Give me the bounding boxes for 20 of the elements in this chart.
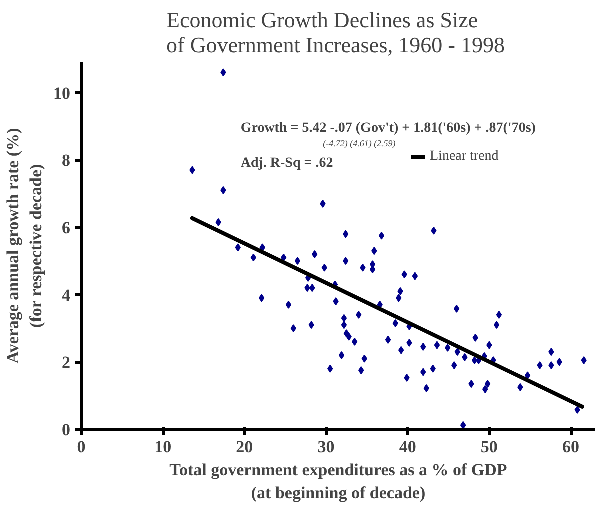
y-tick-label: 0 <box>62 420 70 440</box>
y-tick-label: 6 <box>62 218 70 238</box>
y-tick-label: 4 <box>62 286 71 305</box>
legend-label: Linear trend <box>430 149 499 165</box>
x-tick-label: 20 <box>236 438 254 456</box>
annotation: Adj. R-Sq = .62 <box>240 156 334 171</box>
x-axis-title: Total government expenditures as a % of GDP (at beginning of decade) <box>170 460 508 502</box>
y-tick-label: 2 <box>62 353 70 372</box>
x-tick-label: 50 <box>480 438 498 456</box>
annotation: Growth = 5.42 -.07 (Gov't) + 1.81('60s) + .87('70s) <box>240 120 536 136</box>
x-tick-label: 10 <box>154 438 172 456</box>
x-tick-label: 40 <box>399 438 416 456</box>
x-tick-label: 0 <box>77 438 86 456</box>
x-tick-label: 60 <box>562 438 580 456</box>
y-tick-label: 8 <box>62 151 70 170</box>
y-axis-title: Average annual growth rate (%) (for respective decade) <box>4 128 46 364</box>
x-tick-label: 30 <box>318 438 335 456</box>
annotation: (-4.72) (4.61) (2.59) <box>323 138 396 149</box>
chart-title: Economic Growth Declines as Size of Government Increases, 1960 - 1998 <box>166 8 505 58</box>
y-tick-label: 10 <box>54 84 70 103</box>
